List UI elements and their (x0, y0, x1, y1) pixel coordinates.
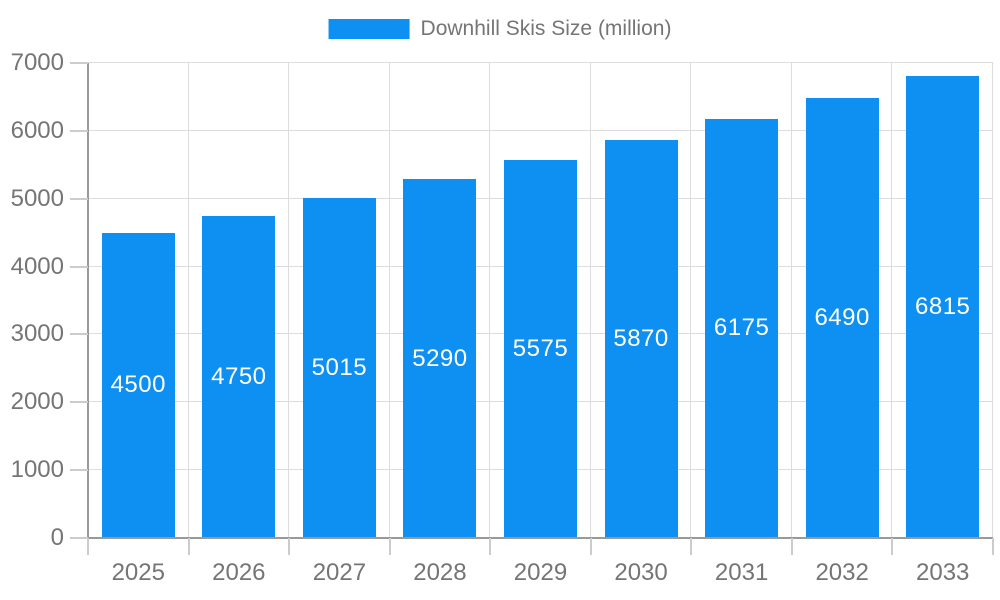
bar-value-label: 4500 (110, 371, 166, 399)
y-axis-tick (70, 333, 88, 336)
x-tick-label: 2026 (212, 559, 266, 586)
x-axis-tick (992, 538, 994, 555)
bar: 5290 (403, 179, 477, 538)
y-tick-label: 5000 (10, 184, 64, 212)
gridline-horizontal (88, 62, 993, 63)
gridline-vertical (992, 63, 993, 538)
legend-swatch (328, 19, 410, 39)
bar-value-label: 5575 (512, 334, 569, 362)
x-axis-tick (388, 538, 391, 555)
y-axis-tick (70, 469, 88, 472)
y-axis-tick (70, 537, 88, 539)
x-tick-label: 2033 (916, 559, 970, 586)
x-tick-label: 2030 (614, 559, 668, 586)
y-axis-tick (70, 129, 88, 132)
x-axis-tick (87, 538, 89, 555)
x-tick-label: 2031 (714, 559, 769, 586)
x-axis-tick (891, 538, 894, 555)
bar: 5015 (302, 197, 376, 538)
gridline-vertical (891, 63, 893, 538)
x-tick-label: 2029 (513, 559, 568, 586)
x-axis-tick (589, 538, 592, 555)
y-axis-tick (70, 62, 88, 64)
bar: 6815 (906, 75, 980, 538)
gridline-horizontal (88, 129, 993, 131)
plot-area: 4500 4750 5015 5290 5575 5870 6175 6490 6815 (88, 62, 993, 538)
bar: 5870 (604, 139, 678, 538)
y-tick-label: 3000 (10, 320, 64, 348)
gridline-vertical (288, 63, 290, 538)
y-tick-label: 7000 (10, 49, 64, 76)
y-axis-line (87, 63, 89, 538)
x-axis-tick (690, 538, 693, 555)
bar-value-label: 5870 (613, 324, 669, 352)
x-axis-tick (790, 538, 793, 555)
x-axis-tick (187, 538, 190, 555)
bar: 4750 (202, 215, 276, 538)
gridline-vertical (790, 63, 792, 538)
gridline-vertical (489, 63, 491, 538)
gridline-vertical (388, 63, 390, 538)
gridline-vertical (589, 63, 591, 538)
y-axis-tick (70, 265, 88, 268)
bar-value-label: 4750 (211, 362, 267, 390)
bar: 6490 (805, 97, 879, 538)
gridline-vertical (690, 63, 692, 538)
x-tick-label: 2025 (111, 559, 165, 586)
y-axis-tick (70, 197, 88, 200)
bar-value-label: 5290 (412, 344, 468, 372)
x-tick-label: 2027 (312, 559, 367, 586)
x-axis-tick (489, 538, 492, 555)
y-tick-label: 2000 (10, 388, 64, 416)
x-tick-label: 2028 (413, 559, 467, 586)
bar-value-label: 6175 (713, 314, 770, 342)
y-tick-label: 4000 (10, 252, 64, 280)
legend: Downhill Skis Size (million) (328, 17, 672, 41)
gridline-vertical (187, 63, 189, 538)
x-tick-label: 2032 (815, 559, 869, 586)
x-axis-tick (288, 538, 291, 555)
bar-value-label: 5015 (311, 353, 368, 381)
bar-value-label: 6490 (814, 303, 870, 331)
y-tick-label: 1000 (10, 456, 64, 484)
y-tick-label: 6000 (10, 116, 64, 144)
x-axis-line (88, 537, 993, 539)
legend-label: Downhill Skis Size (million) (420, 17, 672, 40)
bar: 5575 (504, 159, 577, 538)
bar: 4500 (101, 232, 175, 538)
bar-value-label: 6815 (915, 292, 971, 320)
y-tick-label: 0 (50, 524, 64, 551)
bar: 6175 (705, 118, 779, 538)
y-axis-tick (70, 401, 88, 404)
